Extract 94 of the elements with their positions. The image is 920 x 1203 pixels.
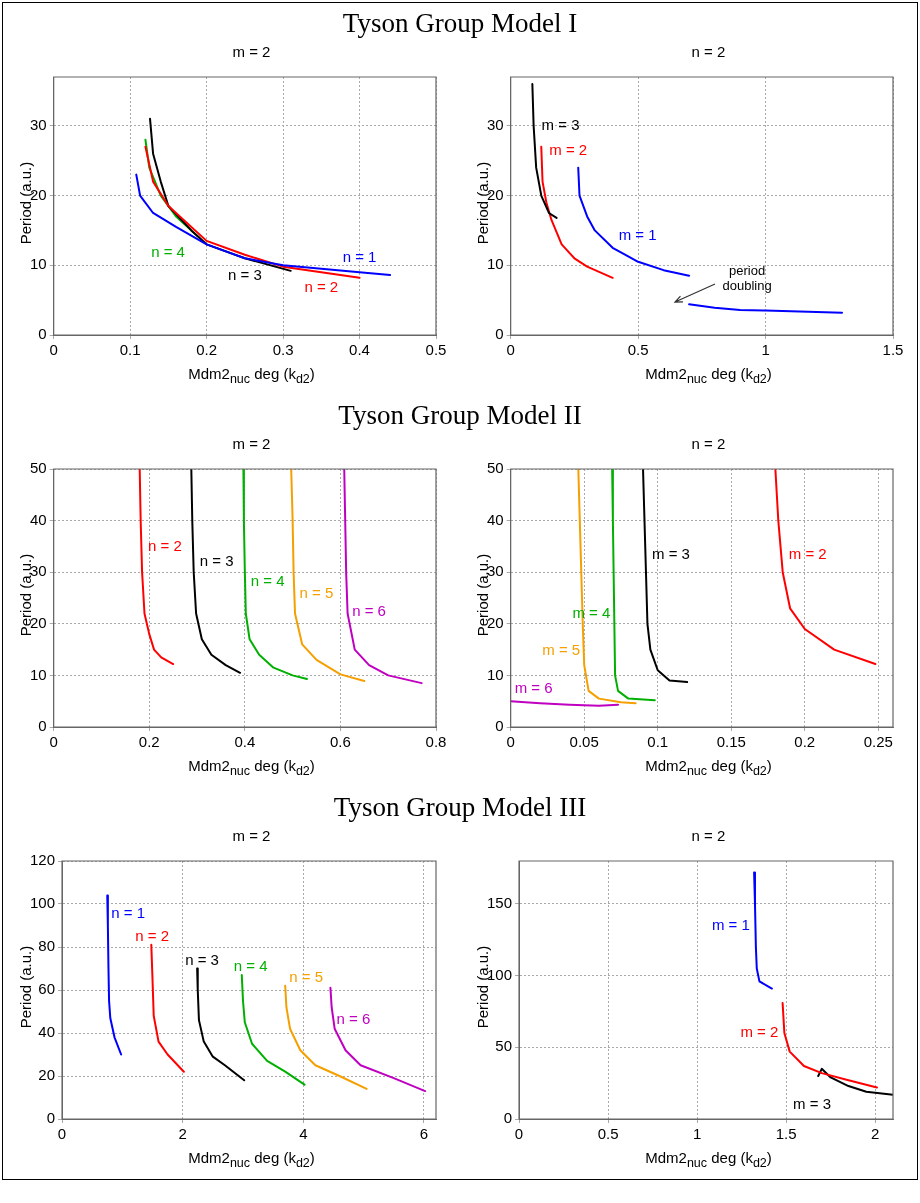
- series-label: m = 3: [651, 545, 690, 563]
- x-axis-title: Mdm2$_{nuc}$ deg (k$_{d2}$): [644, 1149, 773, 1170]
- series-label: n = 3: [199, 552, 234, 570]
- x-axis-title: Mdm2$_{nuc}$ deg (k$_{d2}$): [187, 365, 316, 386]
- chart-title: m = 2: [231, 43, 272, 60]
- annotation: period doubling: [722, 263, 772, 294]
- series-label: m = 3: [793, 1094, 831, 1112]
- y-tick-label: 10: [487, 665, 504, 683]
- y-tick-label: 50: [495, 1037, 513, 1055]
- y-tick-label: 20: [487, 613, 504, 631]
- series-label: n = 2: [304, 278, 339, 296]
- x-tick-label: 1.5: [775, 1125, 797, 1143]
- x-tick-label: 6: [419, 1125, 429, 1143]
- series-label: n = 6: [352, 602, 386, 620]
- y-tick-label: 20: [38, 1066, 56, 1084]
- x-axis-title: Mdm2$_{nuc}$ deg (k$_{d2}$): [644, 365, 773, 386]
- y-tick-label: 0: [495, 325, 504, 343]
- x-tick-label: 0.5: [627, 341, 649, 359]
- y-tick-label: 150: [487, 894, 513, 912]
- series-label: n = 4: [233, 957, 268, 975]
- y-tick-label: 0: [38, 325, 47, 343]
- y-tick-label: 30: [30, 115, 47, 133]
- x-tick-label: 0.1: [647, 733, 669, 751]
- x-tick-label: 0: [514, 1125, 524, 1143]
- x-tick-label: 0.6: [329, 733, 351, 751]
- series-label: m = 1: [711, 916, 750, 934]
- series-label: n = 4: [151, 242, 185, 260]
- x-axis-title: Mdm2$_{nuc}$ deg (k$_{d2}$): [187, 1149, 316, 1170]
- chart-title: n = 2: [690, 435, 727, 452]
- chart-title: n = 2: [690, 43, 727, 60]
- y-tick-label: 120: [30, 851, 56, 869]
- text: Tyson Group Model III: [332, 791, 588, 824]
- series-label: n = 2: [135, 926, 170, 944]
- y-tick-label: 40: [38, 1023, 56, 1041]
- x-tick-label: 0.4: [234, 733, 256, 751]
- chart-title: n = 2: [690, 827, 727, 844]
- y-tick-label: 30: [487, 115, 504, 133]
- x-tick-label: 2: [871, 1125, 880, 1143]
- y-tick-label: 0: [495, 717, 504, 735]
- series-label: m = 2: [788, 545, 827, 563]
- y-tick-label: 80: [38, 937, 56, 955]
- x-tick-label: 0.3: [272, 341, 294, 359]
- text: Tyson Group Model I: [341, 7, 579, 40]
- series-label: n = 4: [250, 572, 285, 590]
- x-tick-label: 0.2: [196, 341, 218, 359]
- x-tick-label: 1.5: [882, 341, 904, 359]
- y-tick-label: 20: [30, 613, 47, 631]
- chart-title: m = 2: [231, 435, 272, 452]
- x-tick-label: 1: [692, 1125, 702, 1143]
- x-tick-label: 1: [761, 341, 770, 359]
- x-tick-label: 0.2: [794, 733, 816, 751]
- x-tick-label: 0.5: [597, 1125, 619, 1143]
- y-tick-label: 100: [30, 894, 56, 912]
- x-tick-label: 0.15: [716, 733, 746, 751]
- y-axis-title: Period (a.u.): [16, 945, 34, 1029]
- x-tick-label: 0.2: [138, 733, 160, 751]
- y-tick-label: 0: [38, 717, 47, 735]
- series-label: n = 5: [299, 584, 334, 602]
- y-tick-label: 40: [30, 510, 47, 528]
- series-label: m = 5: [542, 641, 581, 659]
- x-tick-label: 0.25: [863, 733, 893, 751]
- y-tick-label: 10: [487, 255, 504, 273]
- chart-title: m = 2: [231, 827, 272, 844]
- series-label: n = 1: [342, 248, 377, 266]
- series-label: n = 3: [227, 266, 262, 284]
- y-tick-label: 0: [46, 1109, 56, 1127]
- x-tick-label: 0.8: [425, 733, 447, 751]
- x-axis-title: Mdm2$_{nuc}$ deg (k$_{d2}$): [644, 757, 773, 778]
- y-tick-label: 10: [30, 665, 47, 683]
- series-label: m = 2: [740, 1023, 779, 1041]
- text: Tyson Group Model II: [337, 399, 583, 432]
- y-tick-label: 40: [487, 510, 504, 528]
- x-tick-label: 0.05: [569, 733, 599, 751]
- x-axis-title: Mdm2$_{nuc}$ deg (k$_{d2}$): [187, 757, 316, 778]
- x-tick-label: 4: [299, 1125, 308, 1143]
- series-label: m = 6: [514, 679, 553, 697]
- series-label: m = 3: [541, 115, 580, 133]
- series-label: n = 1: [111, 903, 146, 921]
- x-tick-label: 0.1: [119, 341, 141, 359]
- series-label: n = 5: [289, 967, 323, 985]
- series-label: n = 6: [336, 1009, 371, 1027]
- x-tick-label: 0.4: [349, 341, 370, 359]
- series-label: n = 3: [185, 950, 219, 968]
- y-tick-label: 10: [30, 255, 47, 273]
- series-label: m = 2: [549, 140, 588, 158]
- series-label: m = 1: [618, 225, 657, 243]
- x-tick-label: 0: [57, 1125, 67, 1143]
- x-tick-label: 2: [178, 1125, 187, 1143]
- y-tick-label: 60: [38, 980, 56, 998]
- series-label: n = 2: [148, 537, 182, 555]
- x-tick-label: 0.5: [425, 341, 447, 359]
- y-tick-label: 0: [503, 1109, 513, 1127]
- y-tick-label: 50: [487, 459, 504, 477]
- y-tick-label: 50: [30, 459, 47, 477]
